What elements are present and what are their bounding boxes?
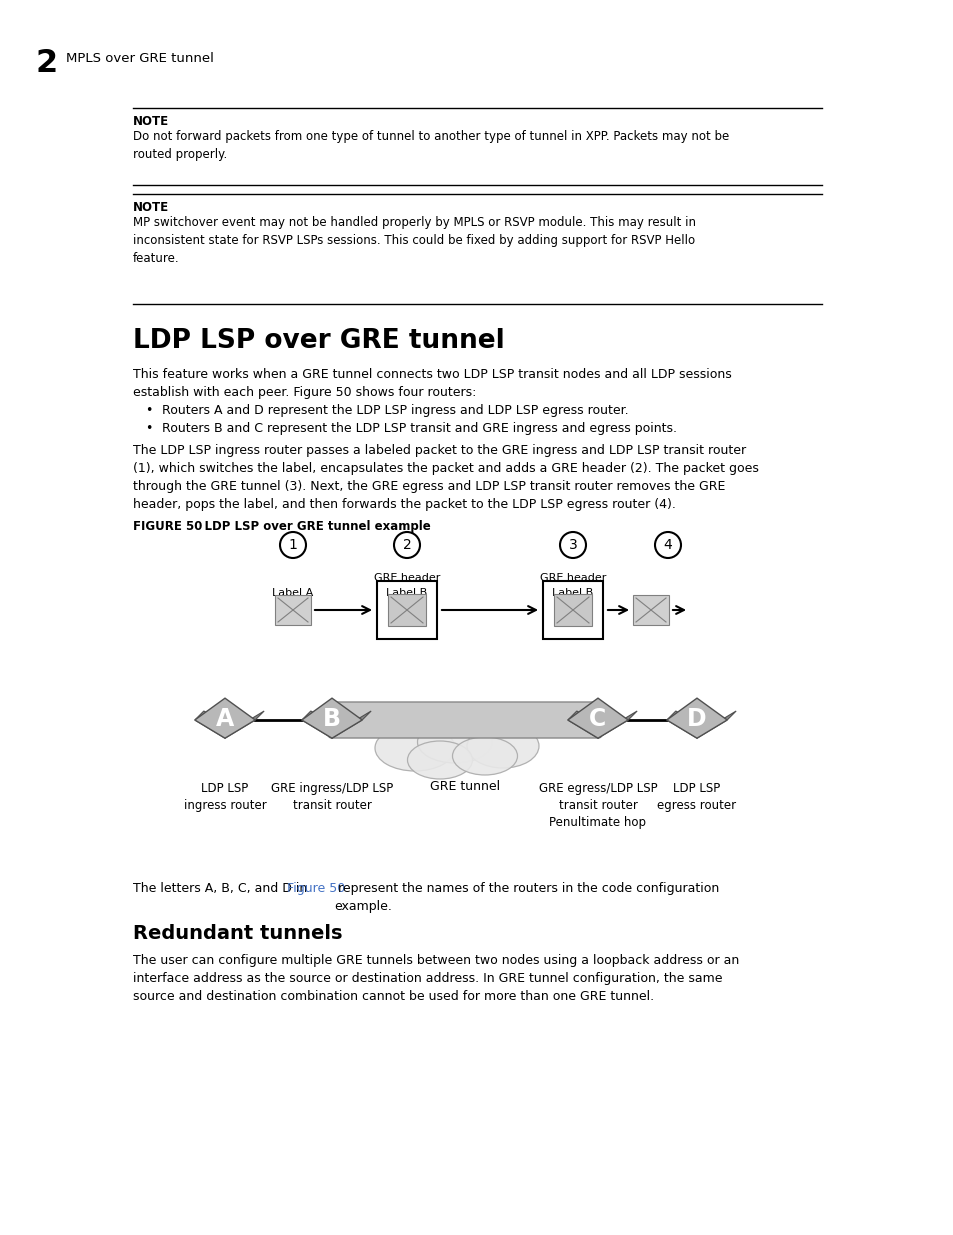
- Text: Do not forward packets from one type of tunnel to another type of tunnel in XPP.: Do not forward packets from one type of …: [132, 130, 728, 161]
- Polygon shape: [194, 698, 254, 739]
- Text: •: •: [145, 422, 152, 435]
- Text: LDP LSP over GRE tunnel example: LDP LSP over GRE tunnel example: [188, 520, 431, 534]
- Text: 2: 2: [36, 48, 58, 79]
- Text: LDP LSP
egress router: LDP LSP egress router: [657, 782, 736, 811]
- FancyBboxPatch shape: [328, 701, 601, 739]
- Polygon shape: [598, 711, 637, 739]
- Text: A: A: [215, 706, 233, 731]
- Polygon shape: [666, 711, 705, 739]
- Bar: [633, 595, 668, 625]
- Bar: [274, 595, 311, 625]
- Ellipse shape: [375, 725, 455, 771]
- Text: This feature works when a GRE tunnel connects two LDP LSP transit nodes and all : This feature works when a GRE tunnel con…: [132, 368, 731, 399]
- Text: Routers A and D represent the LDP LSP ingress and LDP LSP egress router.: Routers A and D represent the LDP LSP in…: [162, 404, 628, 417]
- Text: Figure 50: Figure 50: [287, 882, 345, 895]
- Text: GRE header: GRE header: [539, 573, 605, 583]
- Text: The LDP LSP ingress router passes a labeled packet to the GRE ingress and LDP LS: The LDP LSP ingress router passes a labe…: [132, 445, 758, 511]
- Text: GRE egress/LDP LSP
transit router
Penultimate hop: GRE egress/LDP LSP transit router Penult…: [538, 782, 657, 829]
- Ellipse shape: [407, 741, 472, 779]
- Text: C: C: [589, 706, 606, 731]
- Text: MP switchover event may not be handled properly by MPLS or RSVP module. This may: MP switchover event may not be handled p…: [132, 216, 696, 266]
- Text: FIGURE 50: FIGURE 50: [132, 520, 202, 534]
- Bar: [388, 594, 426, 626]
- Text: 1: 1: [288, 538, 297, 552]
- Bar: [554, 594, 592, 626]
- Polygon shape: [301, 698, 362, 739]
- Text: GRE ingress/LDP LSP
transit router: GRE ingress/LDP LSP transit router: [271, 782, 393, 811]
- Text: Routers B and C represent the LDP LSP transit and GRE ingress and egress points.: Routers B and C represent the LDP LSP tr…: [162, 422, 677, 435]
- Polygon shape: [567, 698, 627, 739]
- Polygon shape: [697, 711, 736, 739]
- Text: B: B: [323, 706, 340, 731]
- Text: D: D: [686, 706, 706, 731]
- Text: 3: 3: [568, 538, 577, 552]
- Text: NOTE: NOTE: [132, 115, 169, 128]
- Text: Label A: Label A: [273, 588, 314, 598]
- Polygon shape: [301, 711, 340, 739]
- Text: GRE tunnel: GRE tunnel: [430, 781, 499, 793]
- Bar: [542, 580, 602, 638]
- Ellipse shape: [417, 721, 492, 763]
- Text: Label B: Label B: [386, 588, 427, 598]
- Text: GRE header: GRE header: [374, 573, 439, 583]
- Text: Redundant tunnels: Redundant tunnels: [132, 924, 342, 944]
- Ellipse shape: [467, 724, 538, 768]
- Bar: [376, 580, 436, 638]
- Text: MPLS over GRE tunnel: MPLS over GRE tunnel: [66, 52, 213, 65]
- Text: LDP LSP over GRE tunnel: LDP LSP over GRE tunnel: [132, 329, 504, 354]
- Text: The user can configure multiple GRE tunnels between two nodes using a loopback a: The user can configure multiple GRE tunn…: [132, 953, 739, 1003]
- Text: The letters A, B, C, and D in: The letters A, B, C, and D in: [132, 882, 311, 895]
- Polygon shape: [666, 698, 726, 739]
- Text: 2: 2: [402, 538, 411, 552]
- Polygon shape: [567, 711, 606, 739]
- Text: Label B: Label B: [552, 588, 593, 598]
- Polygon shape: [225, 711, 264, 739]
- Polygon shape: [194, 711, 233, 739]
- Text: •: •: [145, 404, 152, 417]
- Text: represent the names of the routers in the code configuration
example.: represent the names of the routers in th…: [334, 882, 719, 913]
- Polygon shape: [332, 711, 371, 739]
- Text: LDP LSP
ingress router: LDP LSP ingress router: [183, 782, 266, 811]
- Text: 4: 4: [663, 538, 672, 552]
- Ellipse shape: [452, 737, 517, 776]
- Text: NOTE: NOTE: [132, 201, 169, 214]
